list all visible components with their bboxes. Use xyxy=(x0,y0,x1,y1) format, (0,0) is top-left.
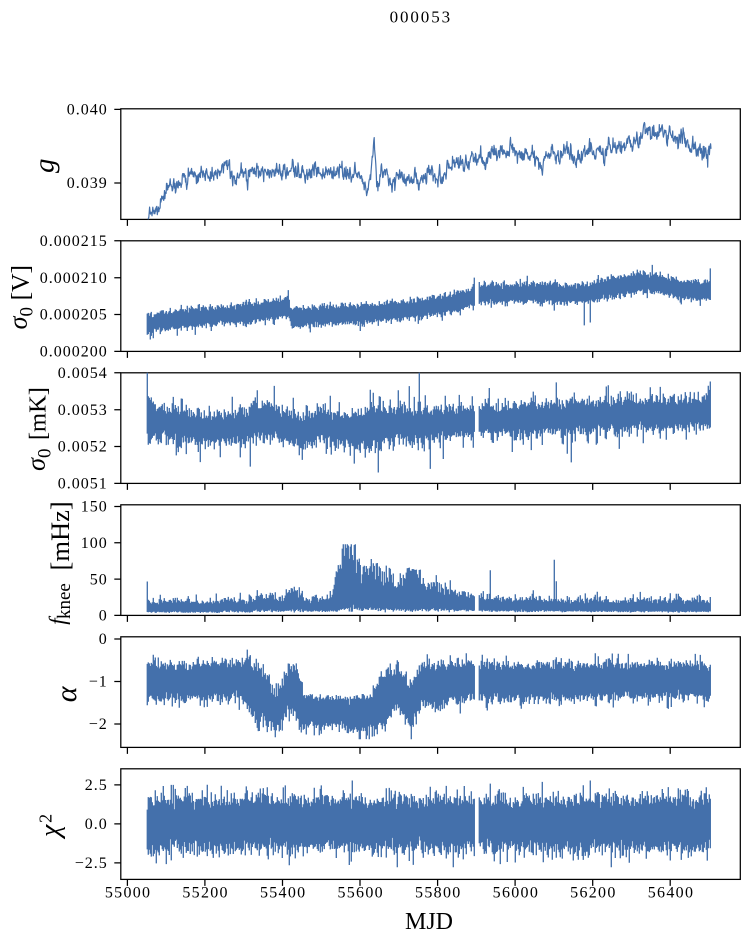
svg-text:−2.5: −2.5 xyxy=(75,855,108,872)
svg-text:[mK]: [mK] xyxy=(25,387,52,440)
svg-text:g: g xyxy=(28,158,60,173)
svg-text:0.000205: 0.000205 xyxy=(40,307,108,324)
svg-text:0: 0 xyxy=(99,631,108,648)
svg-text:0.039: 0.039 xyxy=(67,175,108,192)
svg-text:0.0054: 0.0054 xyxy=(58,365,108,382)
svg-text:MJD: MJD xyxy=(405,909,453,935)
svg-text:0.000215: 0.000215 xyxy=(40,233,108,250)
svg-text:56200: 56200 xyxy=(570,885,617,902)
svg-text:[V]: [V] xyxy=(5,265,34,300)
svg-text:55400: 55400 xyxy=(260,885,307,902)
svg-text:100: 100 xyxy=(81,535,108,552)
svg-text:2.5: 2.5 xyxy=(85,777,108,794)
svg-text:0.0051: 0.0051 xyxy=(58,476,108,493)
svg-text:55600: 55600 xyxy=(337,885,384,902)
svg-text:−2: −2 xyxy=(89,716,108,733)
svg-text:0.0: 0.0 xyxy=(85,816,108,833)
svg-text:000053: 000053 xyxy=(390,8,452,27)
svg-text:[mHz]: [mHz] xyxy=(45,501,75,570)
svg-text:55000: 55000 xyxy=(105,885,152,902)
svg-text:f: f xyxy=(45,615,70,625)
svg-text:−1: −1 xyxy=(89,674,108,691)
svg-text:55200: 55200 xyxy=(182,885,229,902)
svg-text:α: α xyxy=(50,685,83,702)
svg-text:56400: 56400 xyxy=(648,885,695,902)
svg-text:55800: 55800 xyxy=(415,885,462,902)
svg-text:0.040: 0.040 xyxy=(67,102,108,119)
svg-text:σ0: σ0 xyxy=(22,449,56,471)
svg-text:150: 150 xyxy=(81,499,108,516)
svg-text:56000: 56000 xyxy=(493,885,540,902)
svg-text:0.0052: 0.0052 xyxy=(58,439,108,456)
svg-text:knee: knee xyxy=(54,583,75,619)
svg-text:0.000210: 0.000210 xyxy=(40,270,108,287)
svg-text:σ0: σ0 xyxy=(3,307,37,329)
svg-text:0.000200: 0.000200 xyxy=(40,344,108,361)
svg-text:0: 0 xyxy=(99,608,108,625)
svg-text:χ2: χ2 xyxy=(35,814,66,840)
svg-text:0.0053: 0.0053 xyxy=(58,402,108,419)
svg-text:50: 50 xyxy=(90,571,108,588)
